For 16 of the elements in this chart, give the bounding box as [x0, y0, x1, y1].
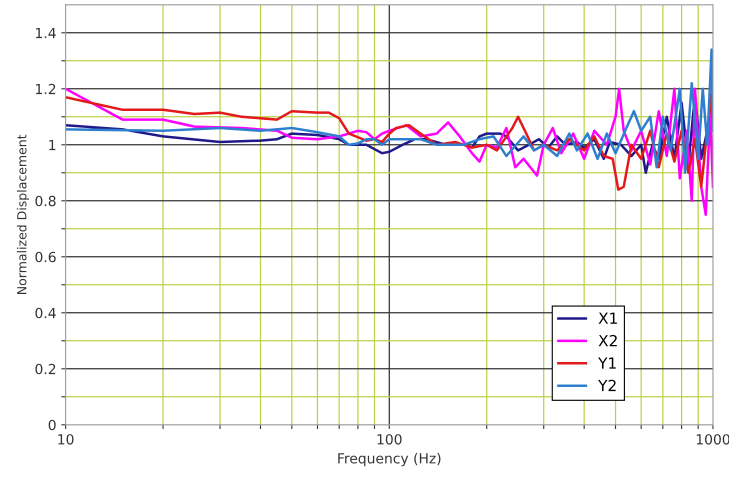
y-tick-label: 0.8 — [35, 196, 56, 206]
y-tick-label: 0.6 — [35, 252, 56, 262]
y-tick-label: 0.2 — [35, 364, 56, 374]
x-tick-label: 100 — [378, 434, 402, 445]
legend-label: X2 — [598, 334, 617, 346]
y-tick-label: 1.2 — [36, 84, 56, 94]
y-axis-title: Normalized Displacement — [16, 134, 29, 294]
x-axis-title: Frequency (Hz) — [338, 452, 440, 466]
y-tick-label: 0 — [48, 420, 56, 430]
legend-label: Y2 — [598, 380, 616, 392]
legend-label: X1 — [598, 312, 617, 324]
y-tick-label: 0.4 — [35, 308, 56, 318]
y-tick-label: 1 — [49, 140, 56, 150]
legend-label: Y1 — [598, 358, 616, 369]
y-tick-label: 1.4 — [36, 28, 56, 38]
x-tick-label: 10 — [58, 434, 74, 445]
